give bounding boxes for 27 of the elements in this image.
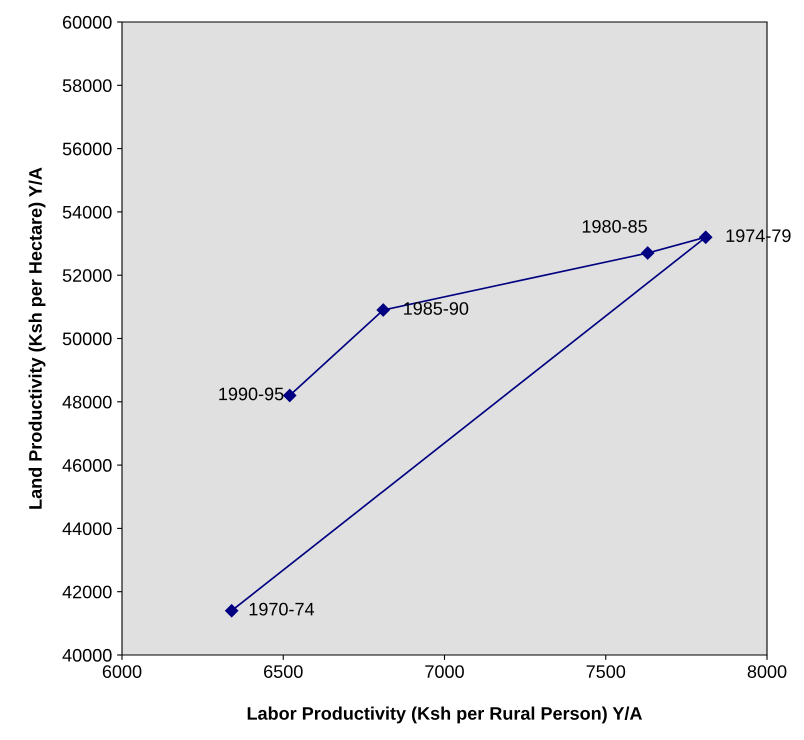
y-tick-label: 54000 [62, 206, 112, 219]
y-tick-label: 60000 [62, 16, 112, 29]
y-tick-label: 40000 [62, 648, 112, 662]
x-tick-label: 6500 [264, 665, 303, 678]
annotation: 1985-90 [404, 302, 468, 315]
point [699, 230, 712, 244]
x-tick-label: 8000 [748, 665, 786, 678]
x-axis-title: Labor Productivity (Ksh per Rural Person) Y/A [248, 706, 642, 724]
annotation: 1980-85 [582, 220, 647, 233]
point [283, 388, 296, 402]
x-tick-label: 7500 [586, 665, 626, 678]
y-tick-label: 52000 [62, 269, 112, 282]
annotation: 1990-95 [219, 388, 284, 400]
y-tick-label: 44000 [62, 522, 112, 536]
y-tick-label: 56000 [62, 142, 112, 156]
y-tick-label: 46000 [62, 459, 112, 472]
y-tick-label: 58000 [62, 79, 112, 92]
y-tick-label: 50000 [62, 332, 112, 346]
point [376, 303, 390, 317]
annotation: 1970-74 [250, 602, 314, 616]
y-tick-label: 48000 [62, 396, 112, 409]
x-tick-label: 7000 [425, 665, 464, 678]
y-axis-title: Land Productivity (Ksh per Hectare) Y/A [28, 168, 46, 509]
y-tick-label: 42000 [62, 586, 112, 598]
point [641, 246, 654, 260]
x-tick-label: 6000 [102, 665, 142, 678]
point [225, 604, 238, 618]
